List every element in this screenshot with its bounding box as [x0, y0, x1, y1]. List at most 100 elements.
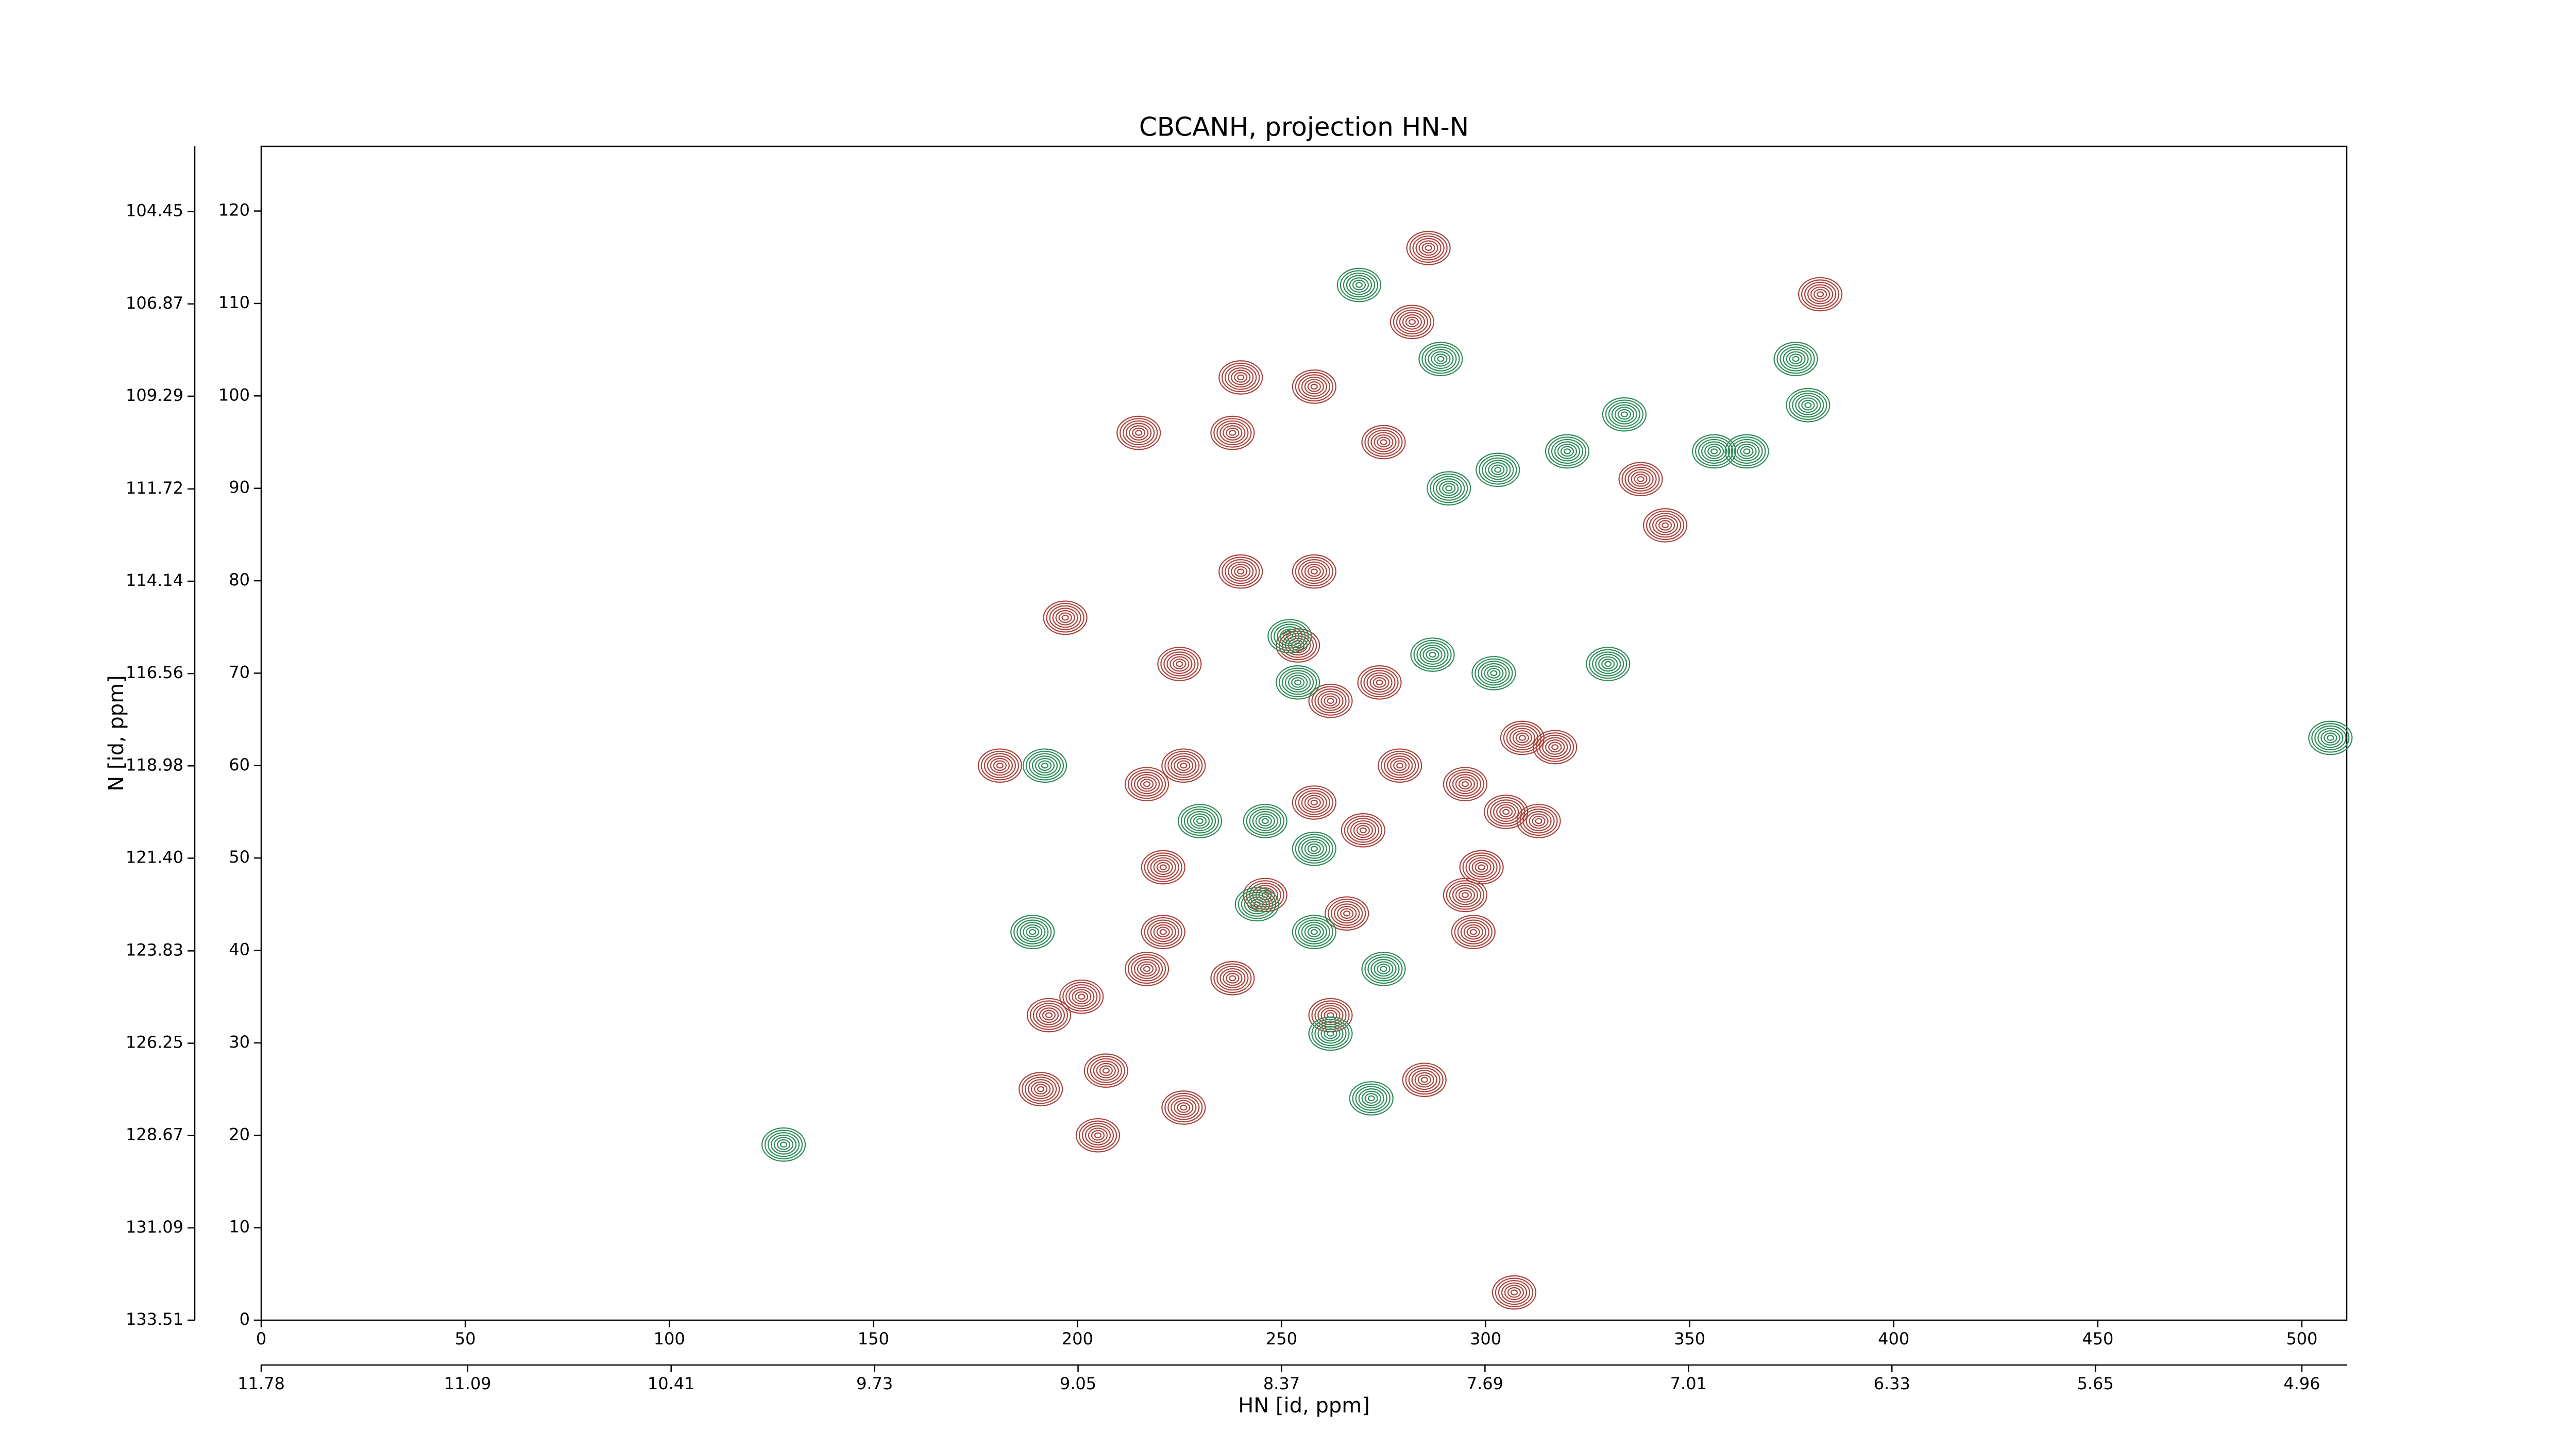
y-axis-label: N [id, ppm] — [105, 675, 128, 791]
peak-contour — [1116, 415, 1161, 450]
peak-contour — [2308, 720, 2353, 755]
x2-tick-label: 7.69 — [1467, 1374, 1503, 1393]
peak-contour — [1018, 1072, 1063, 1106]
peak-contour — [1141, 850, 1185, 885]
y2-tick-label: 123.83 — [126, 940, 183, 959]
peak-contour — [1161, 1090, 1206, 1125]
peak-contour — [1292, 554, 1336, 589]
y2-tick-label: 121.40 — [126, 847, 183, 867]
peak-contour — [1043, 600, 1088, 635]
peak-contour — [1292, 915, 1336, 949]
y-tick-label: 30 — [229, 1032, 250, 1052]
peak-contour — [1292, 369, 1336, 404]
peak-contour — [1786, 387, 1831, 423]
peak-contour — [1141, 915, 1185, 949]
y2-tick-label: 126.25 — [126, 1033, 183, 1052]
peak-contour — [1642, 508, 1688, 543]
y2-tick-label: 111.72 — [126, 478, 183, 498]
peak-contour — [1292, 831, 1336, 866]
peak-contour — [1476, 452, 1520, 487]
peak-contour — [1586, 647, 1631, 681]
peak-contour — [1075, 1118, 1121, 1153]
y-tick-label: 10 — [229, 1217, 250, 1237]
y-tick-label: 110 — [218, 293, 250, 312]
peak-contour — [761, 1127, 806, 1162]
y2-tick-label: 116.56 — [126, 663, 183, 682]
peak-contour — [1157, 647, 1202, 681]
y-tick-label: 20 — [229, 1124, 250, 1144]
peak-contour — [1361, 952, 1406, 986]
peak-contour — [1492, 1275, 1537, 1310]
peak-contour — [1124, 952, 1170, 986]
peak-contour — [1773, 342, 1818, 376]
x-tick-label: 150 — [858, 1329, 889, 1349]
peak-contour — [1516, 804, 1561, 838]
peak-contour — [1010, 915, 1055, 949]
y-tick-label: 100 — [218, 385, 250, 405]
x-tick-label: 400 — [1878, 1329, 1909, 1349]
peak-contour — [1406, 231, 1451, 265]
peak-contour — [1618, 462, 1663, 496]
y2-tick-label: 128.67 — [126, 1125, 183, 1144]
peak-contour — [1308, 998, 1353, 1033]
peak-contour — [1533, 730, 1578, 765]
y2-tick-label: 131.09 — [126, 1217, 183, 1237]
y2-tick-label: 106.87 — [126, 293, 183, 313]
peak-contour — [1410, 637, 1455, 672]
peak-contour — [1341, 813, 1385, 848]
peak-contour — [1545, 434, 1590, 469]
y2-tick-label: 133.51 — [126, 1309, 183, 1329]
peak-contour — [1083, 1053, 1128, 1088]
peak-contour — [1210, 415, 1255, 450]
peak-contour — [1418, 342, 1463, 376]
y2-tick-label: 114.14 — [126, 570, 183, 590]
peak-contour — [1243, 804, 1287, 838]
peak-contour — [1798, 277, 1843, 312]
peak-contour — [1218, 554, 1263, 589]
x-tick-label: 450 — [2082, 1329, 2113, 1349]
peak-contour — [1471, 656, 1516, 690]
peak-contour — [1484, 795, 1529, 829]
y2-tick-label: 118.98 — [126, 755, 183, 774]
peak-contour — [1325, 896, 1369, 931]
y2-tick-label: 104.45 — [126, 201, 183, 221]
y-tick-label: 120 — [218, 200, 250, 220]
y2-tick-label: 109.29 — [126, 385, 183, 405]
y-tick-label: 0 — [240, 1309, 250, 1329]
peak-contour — [1292, 785, 1336, 820]
peak-contour — [1459, 850, 1504, 885]
x2-tick-label: 7.01 — [1670, 1374, 1707, 1393]
peak-contour — [1427, 471, 1471, 506]
y-tick-label: 70 — [229, 662, 250, 682]
x2-tick-label: 10.41 — [648, 1374, 695, 1393]
peak-contour — [1389, 305, 1435, 340]
peak-contour — [1378, 748, 1422, 783]
peak-contour — [1443, 878, 1488, 913]
peak-contour — [1210, 961, 1255, 996]
peak-contour — [1267, 619, 1312, 653]
x-axis-label: HN [id, ppm] — [1238, 1394, 1370, 1418]
peak-contour — [1218, 360, 1263, 395]
peak-contour — [977, 748, 1022, 783]
chart-title: CBCANH, projection HN-N — [1139, 112, 1469, 142]
x2-tick-label: 5.65 — [2077, 1374, 2114, 1393]
peak-contour — [1022, 748, 1067, 783]
peak-contour — [1602, 397, 1647, 432]
x-tick-label: 50 — [455, 1329, 476, 1349]
peak-contour — [1692, 434, 1737, 469]
x-tick-label: 100 — [654, 1329, 685, 1349]
peak-contour — [1276, 665, 1320, 700]
peak-contour — [1500, 720, 1545, 755]
peak-contour — [1308, 683, 1353, 718]
peak-contour — [1234, 887, 1280, 922]
x2-tick-label: 4.96 — [2283, 1374, 2320, 1393]
y-tick-label: 60 — [229, 755, 250, 774]
x2-tick-label: 6.33 — [1874, 1374, 1910, 1393]
peak-contour — [1124, 767, 1170, 801]
peak-contour — [1059, 979, 1104, 1014]
x-tick-label: 500 — [2286, 1329, 2317, 1349]
peak-contour — [1724, 434, 1769, 469]
x2-tick-label: 9.05 — [1060, 1374, 1096, 1393]
peak-contour — [1357, 665, 1402, 700]
